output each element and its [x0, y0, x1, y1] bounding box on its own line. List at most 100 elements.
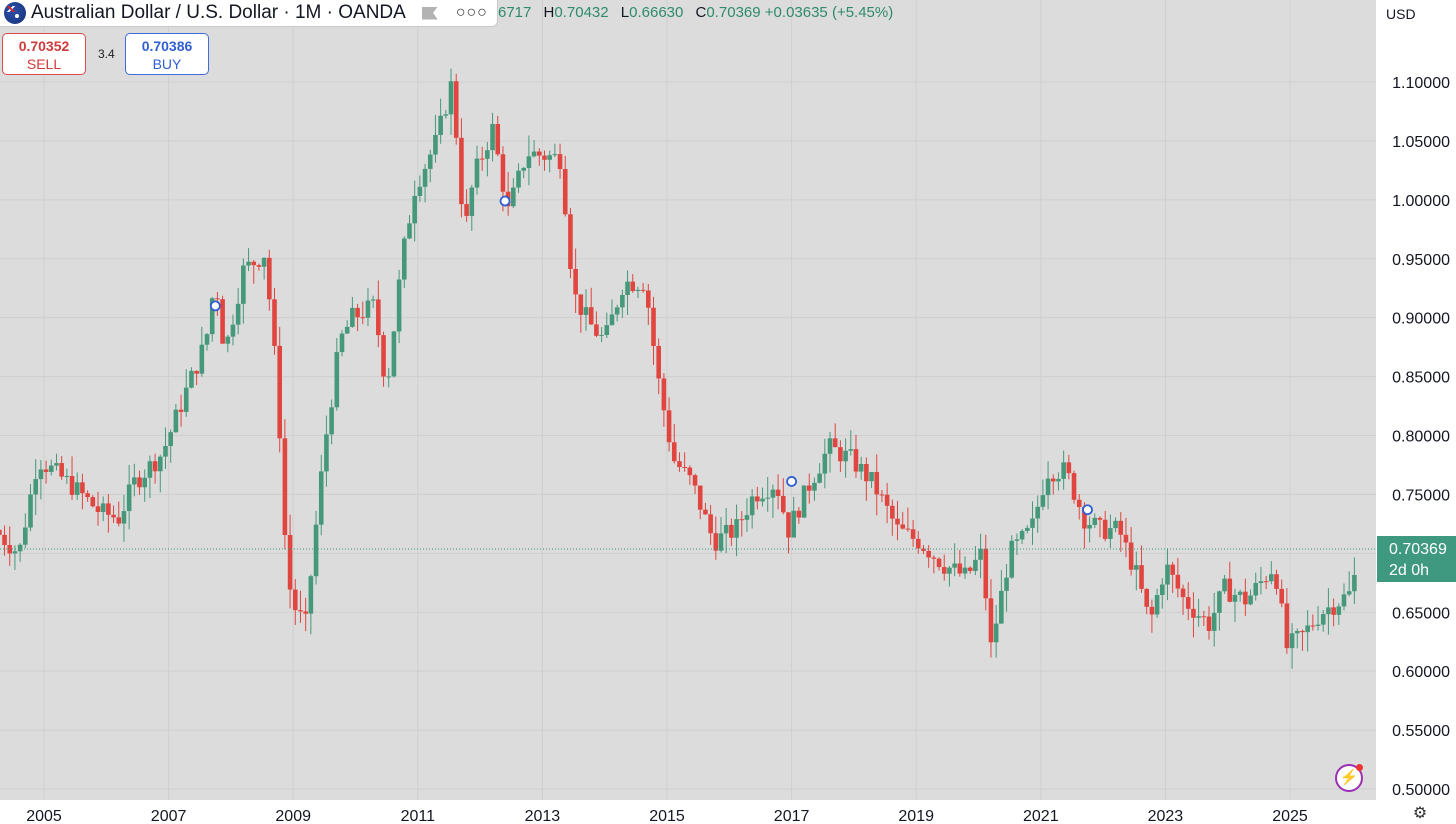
- candle-body: [542, 155, 547, 160]
- candle-body: [1274, 574, 1279, 589]
- price-tick-11: 1.05000: [1392, 134, 1450, 151]
- event-marker-0[interactable]: [209, 300, 221, 312]
- candle-body: [298, 610, 303, 612]
- event-marker-3[interactable]: [1082, 504, 1093, 516]
- candle-body: [614, 307, 620, 315]
- candle-body: [640, 289, 646, 291]
- candle-body: [1211, 612, 1217, 631]
- candle-body: [682, 466, 687, 468]
- candle-body: [1004, 577, 1009, 591]
- symbol-title[interactable]: Australian Dollar / U.S. Dollar · 1M · O…: [31, 2, 406, 23]
- candle-body: [157, 456, 163, 472]
- candle-body: [536, 151, 542, 156]
- grid-lines: [0, 0, 1376, 800]
- candle-body: [1336, 606, 1342, 615]
- candle-body: [978, 548, 983, 560]
- price-tick-2: 0.60000: [1392, 664, 1450, 681]
- candle-body: [85, 493, 90, 498]
- candle-body: [1154, 595, 1160, 615]
- more-icon[interactable]: ○○○: [455, 4, 488, 21]
- candle-body: [168, 432, 173, 447]
- candle-body: [900, 524, 906, 529]
- candle-body: [209, 298, 215, 335]
- candle-body: [204, 334, 210, 345]
- price-tick-6: 0.80000: [1392, 429, 1450, 446]
- candle-body: [599, 334, 604, 336]
- candle-body: [832, 438, 838, 448]
- candle-body: [604, 325, 610, 335]
- bar-countdown: 2d 0h: [1389, 562, 1429, 579]
- candle-body: [817, 473, 822, 483]
- candle-body: [225, 336, 231, 344]
- price-tick-3: 0.65000: [1392, 605, 1450, 622]
- candle-body: [1165, 564, 1170, 585]
- symbol-header[interactable]: Australian Dollar / U.S. Dollar · 1M · O…: [0, 0, 498, 27]
- candle-body: [1108, 528, 1113, 539]
- candle-body: [666, 410, 672, 443]
- change-value: +0.03635 (+5.45%): [764, 4, 894, 21]
- candle-body: [391, 331, 397, 377]
- flag-marker-icon[interactable]: [421, 6, 438, 20]
- price-tick-1: 0.55000: [1392, 723, 1450, 740]
- time-tick-0: 2005: [26, 808, 62, 824]
- event-markers[interactable]: [209, 195, 1093, 516]
- candle-body: [806, 485, 812, 491]
- candle-body: [915, 538, 921, 549]
- ohlc-readout: 6717 H0.70432 L0.66630 C0.70369 +0.03635…: [498, 4, 893, 21]
- buy-button[interactable]: 0.70386 BUY: [125, 33, 209, 75]
- price-axis[interactable]: 0.500000.550000.600000.650000.700000.750…: [1376, 0, 1456, 824]
- candle-body: [568, 214, 573, 269]
- candle-body: [126, 484, 132, 512]
- candle-body: [516, 170, 521, 188]
- candle-body: [1352, 574, 1357, 592]
- candle-body: [38, 469, 44, 480]
- candle-body: [111, 514, 116, 518]
- candle-body: [1076, 499, 1082, 508]
- candle-body: [479, 158, 485, 160]
- candle-body: [33, 479, 38, 495]
- price-tick-7: 0.85000: [1392, 370, 1450, 387]
- candle-body: [365, 300, 371, 318]
- candle-body: [1331, 607, 1336, 615]
- candle-body: [521, 167, 527, 171]
- candle-body: [1118, 520, 1124, 535]
- candle-body: [246, 261, 251, 266]
- candle-body: [54, 463, 59, 466]
- currency-selector[interactable]: USD: [1382, 0, 1456, 27]
- event-marker-2[interactable]: [786, 476, 797, 487]
- candle-body: [417, 186, 423, 196]
- event-marker-1[interactable]: [499, 195, 511, 207]
- candle-body: [630, 281, 636, 292]
- candle-body: [1056, 478, 1061, 482]
- candle-body: [1279, 588, 1284, 604]
- candle-body: [1310, 625, 1316, 627]
- candle-body: [43, 469, 49, 472]
- candle-body: [957, 563, 963, 574]
- candle-body: [677, 461, 682, 467]
- candle-body: [1217, 591, 1222, 613]
- high-key: H: [543, 4, 555, 21]
- candle-body: [215, 298, 220, 300]
- candle-body: [230, 324, 236, 337]
- candle-body: [526, 156, 532, 168]
- candle-body: [17, 544, 23, 552]
- candle-body: [884, 494, 890, 506]
- candle-body: [90, 497, 96, 507]
- candle-body: [178, 409, 184, 412]
- bolt-icon[interactable]: ⚡: [1335, 764, 1363, 792]
- candle-body: [199, 344, 205, 374]
- price-tick-0: 0.50000: [1392, 782, 1450, 799]
- candle-body: [583, 307, 589, 315]
- candle-body: [1014, 539, 1020, 541]
- time-tick-3: 2011: [401, 808, 436, 824]
- candle-body: [936, 558, 942, 568]
- candle-body: [59, 463, 64, 477]
- sell-button[interactable]: 0.70352 SELL: [2, 33, 86, 75]
- settings-icon[interactable]: ⚙: [1412, 805, 1428, 822]
- candle-body: [1300, 630, 1305, 633]
- candle-body: [822, 453, 828, 474]
- time-axis[interactable]: 2005 2007 2009 2011 2013 2015 2017 2019 2021 2023…: [0, 800, 1376, 824]
- candle-body: [1087, 524, 1092, 529]
- candle-body: [1097, 517, 1103, 520]
